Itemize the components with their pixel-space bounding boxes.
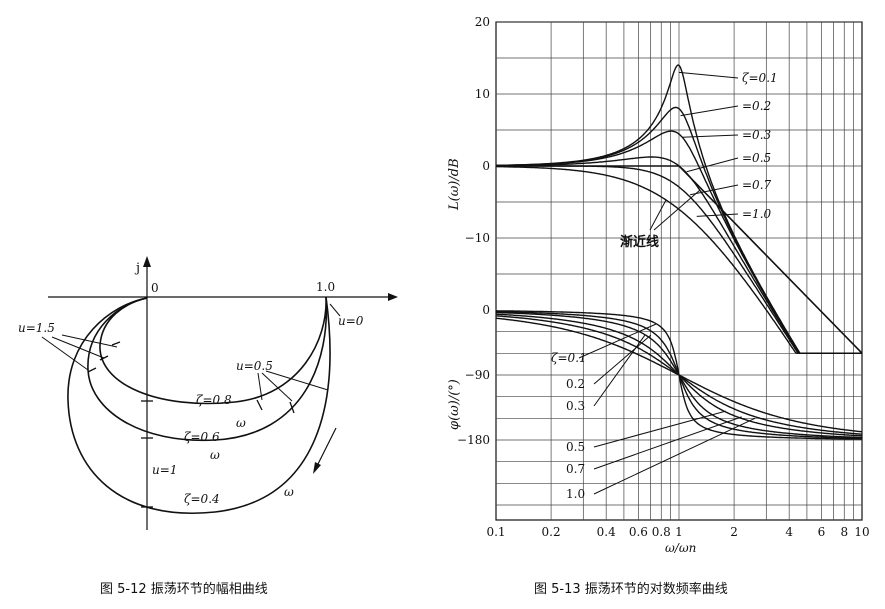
mag-leader <box>686 157 739 173</box>
magnitude-curves <box>496 64 863 354</box>
mag-leader <box>680 105 739 117</box>
mag-series-label: =0.7 <box>742 178 772 192</box>
phase-series-label: 0.3 <box>566 399 585 413</box>
caption-left: 图 5-12 振荡环节的幅相曲线 <box>100 582 268 597</box>
caption-right: 图 5-13 振荡环节的对数频率曲线 <box>534 582 728 597</box>
mag-tick-label: 0 <box>482 159 490 173</box>
ylabel-phase: φ(ω)/(°) <box>447 379 462 430</box>
phase-leader <box>593 417 756 495</box>
zeta-0.6-label: ζ=0.6 <box>184 430 220 444</box>
nyquist-figure: j 0 1.0 u=0 u=1.5 u=0.5 <box>18 256 398 530</box>
u0-label: u=0 <box>338 314 364 328</box>
x-tick-label: 6 <box>818 525 826 539</box>
asym-leader <box>649 199 667 231</box>
u05-label: u=0.5 <box>236 359 273 373</box>
phase-series-label: 0.2 <box>566 377 585 391</box>
mag-leader <box>696 213 739 217</box>
mag-tick-label: 20 <box>475 15 490 29</box>
mag-leader <box>690 184 739 196</box>
one-label: 1.0 <box>316 280 335 294</box>
u15-leaders <box>41 334 118 371</box>
u15-label: u=1.5 <box>18 321 55 335</box>
phase-series-label: 1.0 <box>566 487 585 501</box>
mag-tick-label: 10 <box>475 87 490 101</box>
x-tick-label: 8 <box>840 525 848 539</box>
mag-leader <box>682 134 739 138</box>
imag-axis-arrow <box>143 256 151 267</box>
mag-tick-label: −10 <box>465 231 490 245</box>
x-tick-label: 1 <box>675 525 683 539</box>
phase-leader <box>593 416 742 470</box>
xlabel: ω/ωn <box>665 541 696 555</box>
mag-leader <box>678 71 739 79</box>
zeta-0.4-label: ζ=0.4 <box>184 492 220 506</box>
phase-tick-label: −180 <box>457 433 490 447</box>
nyquist-curve-zeta-0.8 <box>99 296 327 405</box>
asymptote-line <box>496 165 863 354</box>
u0-leader <box>329 303 341 317</box>
direction-arrow <box>315 427 337 469</box>
mag-series-label: =0.3 <box>742 128 772 142</box>
mag-series-label: =0.2 <box>742 99 771 113</box>
omega-label-3: ω <box>284 485 294 499</box>
x-tick-label: 0.1 <box>486 525 505 539</box>
real-axis-arrow <box>388 293 398 301</box>
asymptote-label: 渐近线 <box>620 234 659 250</box>
magnitude-line-=1.0 <box>496 165 862 354</box>
mag-series-label: ζ=0.1 <box>742 71 778 85</box>
x-tick-label: 4 <box>785 525 793 539</box>
phase-series-label: 0.5 <box>566 440 585 454</box>
zeta-0.8-label: ζ=0.8 <box>196 393 232 407</box>
phase-line-1.0 <box>495 317 863 433</box>
bode-grid <box>496 21 862 520</box>
mag-series-label: =0.5 <box>742 151 771 165</box>
frequency-ticks <box>87 341 295 508</box>
phase-leader <box>578 323 657 359</box>
origin-label: 0 <box>151 281 159 295</box>
x-tick-label: 2 <box>730 525 738 539</box>
phase-tick-label: −90 <box>465 368 490 382</box>
u1-label: u=1 <box>152 463 177 477</box>
x-tick-label: 0.4 <box>597 525 616 539</box>
axis-j-label: j <box>134 261 140 276</box>
bode-tick-labels: 20 10 0 −10 0 −90 −180 0.1 0.2 0.4 0.6 0.8 1 2 4 6 8 10 <box>457 15 870 539</box>
phase-series-label: 0.7 <box>566 462 585 476</box>
x-tick-label: 10 <box>854 525 869 539</box>
phase-series-label: ζ=0.1 <box>551 351 587 365</box>
phase-curves <box>495 310 863 440</box>
ylabel-magnitude: L(ω)/dB <box>447 158 462 211</box>
x-tick-label: 0.2 <box>542 525 561 539</box>
phase-tick-label: 0 <box>482 303 490 317</box>
direction-arrowhead <box>313 462 321 474</box>
u05-leaders <box>257 370 329 402</box>
x-tick-label: 0.6 <box>629 525 648 539</box>
asym-leader <box>653 189 701 231</box>
nyquist-curve-zeta-0.4 <box>67 296 331 514</box>
mag-series-label: =1.0 <box>742 207 772 221</box>
phase-leader <box>593 410 726 448</box>
phase-leader <box>593 334 651 385</box>
phase-leader <box>593 334 646 407</box>
x-tick-label: 0.8 <box>652 525 671 539</box>
omega-label-1: ω <box>236 416 246 430</box>
bode-annotations: ζ=0.1 =0.2 =0.3 =0.5 =0.7 =1.0 渐近线 ζ=0.1 0.2 0.3 0… <box>551 71 778 501</box>
omega-label-2: ω <box>210 448 220 462</box>
nyquist-curve-zeta-0.6 <box>87 296 328 442</box>
